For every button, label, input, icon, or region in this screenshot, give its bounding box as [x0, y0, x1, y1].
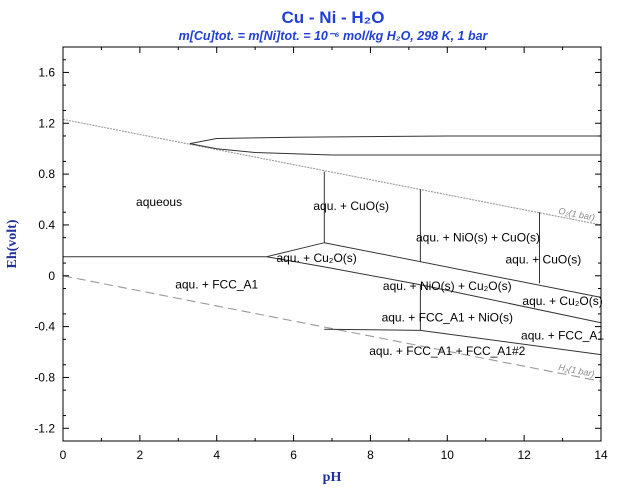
water-line-h2 [63, 275, 601, 382]
phase-boundary [266, 256, 601, 324]
y-tick-label: -0.8 [34, 370, 55, 384]
y-tick-label: 0.4 [38, 218, 55, 232]
region-label: aqu. + Cu₂O(s) [276, 251, 356, 265]
y-axis-label: Eh(volt) [5, 219, 20, 268]
x-tick-label: 0 [60, 448, 67, 462]
plot-area: O₂(1 bar)H₂(1 bar)0 2 4 6 8 10 12 14-1.2-0.8-0.… [34, 47, 608, 462]
x-tick-label: 8 [367, 448, 374, 462]
y-tick-label: 0.8 [38, 167, 55, 181]
x-tick-label: 10 [441, 448, 455, 462]
region-label: aqueous [136, 195, 182, 209]
x-tick-label: 6 [290, 448, 297, 462]
plot-data-group [63, 118, 601, 382]
region-label: aqu. + FCC_A1 [175, 278, 258, 292]
region-label: aqu. + Cu₂O(s) [522, 294, 602, 308]
y-tick-label: -1.2 [34, 421, 55, 435]
x-axis-label: pH [323, 470, 342, 485]
region-label: aqu. + NiO(s) + Cu₂O(s) [383, 279, 512, 293]
chart-title: Cu - Ni - H₂O [282, 8, 385, 27]
x-tick-label: 14 [594, 448, 608, 462]
phase-boundary [189, 135, 601, 145]
x-tick-label: 4 [213, 448, 220, 462]
region-label: aqu. + FCC_A1 + FCC_A1#2 [369, 344, 525, 358]
region-label: aqu. + NiO(s) + CuO(s) [416, 231, 540, 245]
region-label: aqu. + CuO(s) [506, 252, 582, 266]
x-tick-label: 12 [517, 448, 531, 462]
plot-frame [62, 46, 602, 442]
y-tick-label: -0.4 [34, 320, 55, 334]
y-tick-label: 1.6 [38, 65, 55, 79]
chart-subtitle: m[Cu]tot. = m[Ni]tot. = 10⁻⁶ mol/kg H₂O,… [179, 29, 489, 43]
region-label: aqu. + CuO(s) [313, 199, 389, 213]
x-tick-label: 2 [137, 448, 144, 462]
region-label: aqu. + FCC_A1 [521, 329, 604, 343]
phase-boundary [189, 143, 601, 156]
y-tick-label: 0 [48, 269, 55, 283]
water-line-o2 [63, 118, 601, 226]
region-label: aqu. + FCC_A1 + NiO(s) [382, 311, 513, 325]
y-tick-label: 1.2 [38, 116, 55, 130]
